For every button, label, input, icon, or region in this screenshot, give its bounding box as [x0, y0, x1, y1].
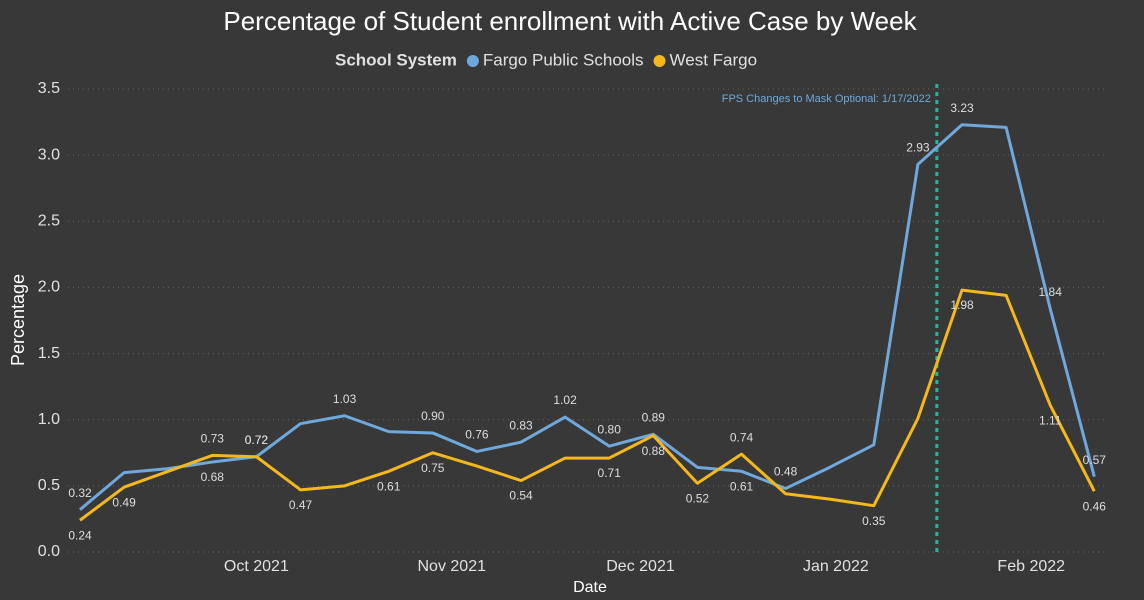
data-label: 0.89 [642, 410, 666, 424]
y-tick-label: 0.5 [38, 477, 60, 494]
data-label: 0.80 [598, 422, 622, 436]
data-label: 0.35 [862, 514, 886, 528]
x-tick-label: Dec 2021 [606, 558, 675, 575]
legend-label: West Fargo [670, 50, 758, 69]
data-label: 0.48 [774, 465, 798, 479]
data-label: 1.84 [1039, 285, 1063, 299]
data-label: 0.74 [730, 430, 754, 444]
legend-marker [466, 55, 479, 67]
data-label: 0.75 [421, 461, 445, 475]
legend-title: School System [335, 50, 457, 69]
data-label: 0.73 [201, 432, 225, 446]
x-tick-label: Oct 2021 [224, 558, 289, 575]
y-tick-label: 3.0 [38, 146, 60, 163]
data-label: 1.11 [1039, 413, 1062, 427]
legend-marker [653, 55, 666, 67]
data-label: 1.98 [950, 298, 974, 312]
data-label: 0.71 [598, 466, 622, 480]
data-label: 0.72 [245, 433, 269, 447]
chart-title: Percentage of Student enrollment with Ac… [223, 6, 917, 36]
annotation-text: FPS Changes to Mask Optional: 1/17/2022 [722, 93, 931, 105]
data-label: 0.76 [465, 428, 489, 442]
data-label: 0.57 [1083, 453, 1107, 467]
y-tick-label: 2.5 [38, 213, 60, 230]
data-label: 3.23 [950, 101, 974, 115]
series-line [79, 288, 1096, 522]
data-label: 0.68 [201, 470, 225, 484]
legend-label: Fargo Public Schools [483, 50, 644, 69]
data-label: 0.90 [421, 409, 445, 423]
data-label: 0.49 [112, 495, 136, 509]
x-tick-label: Feb 2022 [997, 558, 1065, 575]
data-label: 0.24 [68, 528, 92, 542]
data-label: 0.72 [245, 433, 269, 447]
x-axis-label: Date [573, 579, 607, 596]
data-label: 0.32 [68, 486, 92, 500]
y-tick-label: 0.0 [38, 543, 60, 560]
data-label: 0.54 [509, 489, 533, 503]
data-label: 0.83 [509, 418, 533, 432]
y-tick-label: 1.5 [38, 345, 60, 362]
data-label: 0.52 [686, 491, 710, 505]
y-tick-label: 2.0 [38, 279, 60, 296]
data-label: 0.46 [1083, 499, 1107, 513]
data-label: 0.47 [289, 498, 313, 512]
data-label: 1.02 [553, 393, 577, 407]
x-tick-label: Nov 2021 [418, 558, 487, 575]
data-label: 0.88 [642, 444, 666, 458]
y-axis-label: Percentage [8, 274, 28, 366]
data-label: 0.61 [730, 479, 754, 493]
data-label: 2.93 [906, 141, 930, 155]
x-tick-label: Jan 2022 [803, 558, 869, 575]
data-label: 1.03 [333, 392, 357, 406]
data-label: 0.61 [377, 479, 401, 493]
y-tick-label: 3.5 [38, 80, 60, 97]
y-tick-label: 1.0 [38, 411, 60, 428]
